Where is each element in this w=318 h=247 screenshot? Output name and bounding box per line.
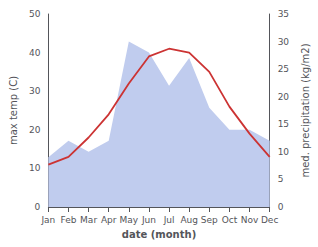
- svg-text:Feb: Feb: [61, 215, 77, 225]
- svg-text:Dec: Dec: [261, 215, 278, 225]
- svg-text:Apr: Apr: [101, 215, 117, 225]
- svg-text:20: 20: [29, 125, 41, 135]
- svg-text:30: 30: [29, 86, 41, 96]
- svg-text:0: 0: [35, 202, 41, 212]
- svg-text:25: 25: [278, 64, 289, 74]
- svg-text:50: 50: [29, 9, 41, 19]
- svg-text:5: 5: [278, 174, 284, 184]
- svg-text:May: May: [120, 215, 139, 225]
- svg-text:date (month): date (month): [122, 229, 196, 240]
- svg-text:10: 10: [29, 163, 41, 173]
- svg-text:15: 15: [278, 119, 289, 129]
- svg-text:Jun: Jun: [141, 215, 156, 225]
- svg-text:40: 40: [29, 48, 41, 58]
- svg-text:Aug: Aug: [180, 215, 198, 225]
- svg-text:Jul: Jul: [163, 215, 175, 225]
- svg-text:35: 35: [278, 9, 289, 19]
- svg-text:10: 10: [278, 147, 290, 157]
- svg-text:0: 0: [278, 202, 284, 212]
- svg-text:30: 30: [278, 37, 290, 47]
- svg-text:max temp (C): max temp (C): [8, 76, 19, 145]
- svg-text:Mar: Mar: [80, 215, 97, 225]
- svg-text:med. precipitation (kg/m2): med. precipitation (kg/m2): [300, 43, 311, 177]
- svg-text:Jan: Jan: [40, 215, 55, 225]
- svg-text:Nov: Nov: [241, 215, 259, 225]
- svg-text:Oct: Oct: [222, 215, 238, 225]
- svg-text:Sep: Sep: [201, 215, 218, 225]
- svg-text:20: 20: [278, 92, 290, 102]
